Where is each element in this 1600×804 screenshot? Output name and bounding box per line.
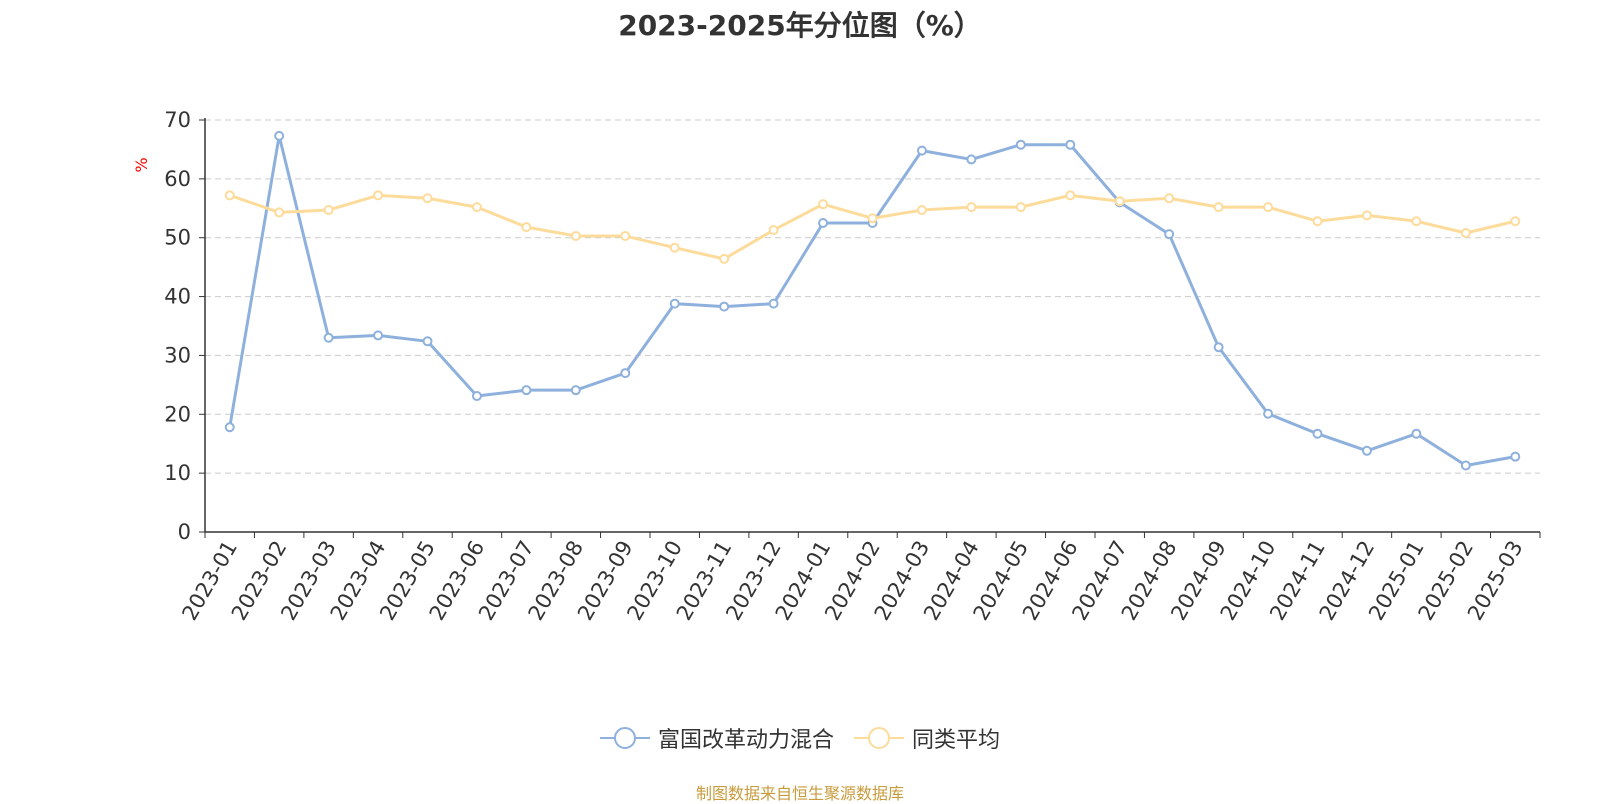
data-point-series-2 bbox=[521, 222, 532, 233]
data-point-series-2 bbox=[818, 199, 829, 210]
data-point-series-1 bbox=[1510, 451, 1521, 462]
data-point-series-2 bbox=[1411, 216, 1422, 227]
data-point-series-1 bbox=[768, 298, 779, 309]
data-point-series-2 bbox=[1263, 202, 1274, 213]
legend-label-series-2: 同类平均 bbox=[912, 728, 1001, 753]
legend-item-series-2[interactable]: 同类平均 bbox=[854, 722, 1000, 754]
data-point-series-2 bbox=[570, 230, 581, 241]
data-point-series-1 bbox=[1213, 342, 1224, 353]
data-point-series-1 bbox=[1065, 139, 1076, 150]
data-point-series-2 bbox=[274, 207, 285, 218]
data-point-series-2 bbox=[1510, 216, 1521, 227]
data-point-series-1 bbox=[1460, 460, 1471, 471]
y-tick-label: 0 bbox=[178, 520, 191, 544]
data-point-series-1 bbox=[373, 330, 384, 341]
data-point-series-2 bbox=[1213, 202, 1224, 213]
data-point-series-2 bbox=[224, 190, 235, 201]
legend-marker-series-2 bbox=[854, 727, 904, 749]
data-point-series-1 bbox=[818, 218, 829, 228]
data-point-series-2 bbox=[1015, 202, 1026, 213]
data-point-series-2 bbox=[966, 202, 977, 213]
data-point-series-2 bbox=[422, 193, 433, 204]
chart-title: 2023-2025年分位图（%） bbox=[618, 9, 982, 42]
y-tick-label: 20 bbox=[164, 402, 191, 426]
data-point-series-1 bbox=[521, 385, 532, 396]
data-point-series-1 bbox=[719, 301, 730, 312]
chart-legend: 富国改革动力混合 同类平均 bbox=[0, 722, 1600, 754]
legend-label-series-1: 富国改革动力混合 bbox=[657, 728, 834, 753]
data-point-series-1 bbox=[1361, 445, 1372, 456]
data-point-series-1 bbox=[471, 391, 482, 402]
data-point-series-1 bbox=[1411, 428, 1422, 439]
data-point-series-2 bbox=[1312, 216, 1323, 227]
data-point-series-1 bbox=[1164, 229, 1175, 240]
series-line-1 bbox=[228, 134, 1516, 467]
data-point-series-1 bbox=[669, 298, 680, 309]
legend-item-series-1[interactable]: 富国改革动力混合 bbox=[599, 722, 834, 754]
y-tick-label: 50 bbox=[164, 226, 191, 250]
data-point-series-2 bbox=[373, 190, 384, 201]
data-point-series-1 bbox=[224, 422, 235, 433]
data-point-series-1 bbox=[966, 154, 977, 165]
data-point-series-2 bbox=[1065, 190, 1076, 201]
y-tick-label: 60 bbox=[164, 167, 191, 191]
data-point-series-2 bbox=[1164, 193, 1175, 204]
data-point-series-1 bbox=[274, 130, 285, 141]
data-point-series-2 bbox=[669, 242, 680, 253]
data-point-series-1 bbox=[1312, 428, 1323, 439]
data-point-series-2 bbox=[867, 213, 878, 224]
data-point-series-1 bbox=[570, 385, 581, 396]
data-point-series-2 bbox=[323, 205, 334, 216]
data-point-series-1 bbox=[422, 336, 433, 347]
data-source-note: 制图数据来自恒生聚源数据库 bbox=[695, 784, 904, 803]
y-axis-label: % bbox=[132, 157, 151, 172]
y-tick-label: 10 bbox=[164, 461, 191, 485]
data-point-series-1 bbox=[916, 145, 927, 156]
data-point-series-2 bbox=[768, 225, 779, 236]
data-point-series-1 bbox=[1015, 139, 1026, 150]
data-point-series-1 bbox=[620, 368, 631, 379]
data-point-series-2 bbox=[620, 230, 631, 241]
y-tick-label: 70 bbox=[164, 108, 191, 132]
data-point-series-2 bbox=[1361, 210, 1372, 221]
data-point-series-2 bbox=[471, 202, 482, 213]
data-point-series-2 bbox=[1114, 196, 1125, 207]
y-tick-label: 40 bbox=[164, 285, 191, 309]
legend-marker-series-1 bbox=[599, 727, 650, 749]
line-chart: 010203040506070%2023-012023-022023-03202… bbox=[132, 108, 1541, 624]
data-point-series-2 bbox=[719, 253, 730, 264]
data-point-series-2 bbox=[916, 205, 927, 216]
data-point-series-1 bbox=[1263, 408, 1274, 419]
data-point-series-1 bbox=[323, 332, 334, 343]
data-point-series-2 bbox=[1460, 228, 1471, 239]
y-tick-label: 30 bbox=[164, 343, 191, 367]
